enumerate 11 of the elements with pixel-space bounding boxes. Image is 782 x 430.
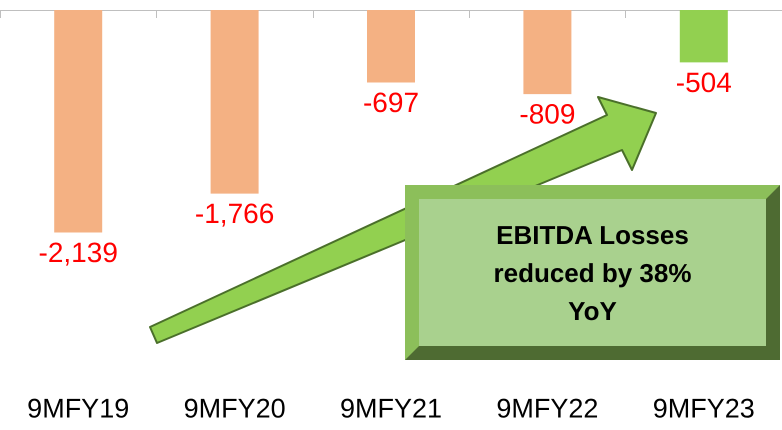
data-label: -504 [676, 66, 732, 98]
x-tick-label: 9MFY21 [340, 394, 442, 424]
x-tick-label: 9MFY22 [496, 394, 598, 424]
x-tick-label: 9MFY20 [184, 394, 286, 424]
data-label: -2,139 [38, 236, 118, 268]
note-box: EBITDA Losses reduced by 38% YoY [405, 185, 780, 360]
data-label: -1,766 [194, 198, 274, 230]
x-tick-label: 9MFY23 [652, 394, 755, 424]
data-label: -697 [362, 86, 420, 118]
data-label: -809 [519, 98, 576, 130]
x-tick-label: 9MFY19 [27, 394, 130, 424]
